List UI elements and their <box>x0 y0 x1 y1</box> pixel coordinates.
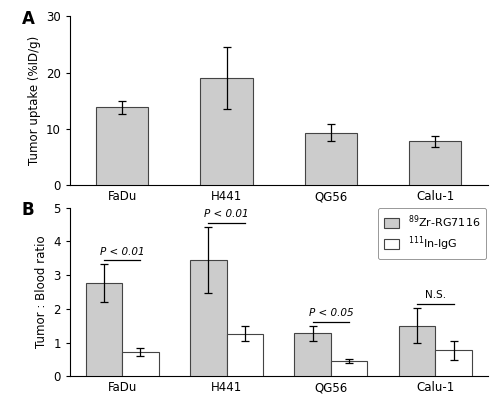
Bar <box>122 352 158 376</box>
Bar <box>436 350 472 376</box>
Bar <box>86 283 122 376</box>
Y-axis label: Tumor : Blood ratio: Tumor : Blood ratio <box>35 236 48 348</box>
Bar <box>226 334 263 376</box>
Text: P < 0.01: P < 0.01 <box>100 247 144 256</box>
Text: N.S.: N.S. <box>425 291 446 300</box>
Text: B: B <box>22 201 34 219</box>
Bar <box>409 141 462 185</box>
Y-axis label: Tumor uptake (%ID/g): Tumor uptake (%ID/g) <box>28 36 40 165</box>
Bar <box>200 78 252 185</box>
Legend: $^{89}$Zr-RG7116, $^{111}$In-IgG: $^{89}$Zr-RG7116, $^{111}$In-IgG <box>378 208 486 259</box>
Text: A: A <box>22 9 35 28</box>
Text: P < 0.01: P < 0.01 <box>204 209 249 219</box>
Bar <box>399 326 436 376</box>
Text: P < 0.05: P < 0.05 <box>308 309 353 318</box>
Bar <box>190 260 226 376</box>
Bar <box>305 133 357 185</box>
Bar <box>331 361 368 376</box>
Bar <box>96 107 148 185</box>
Bar <box>294 333 331 376</box>
